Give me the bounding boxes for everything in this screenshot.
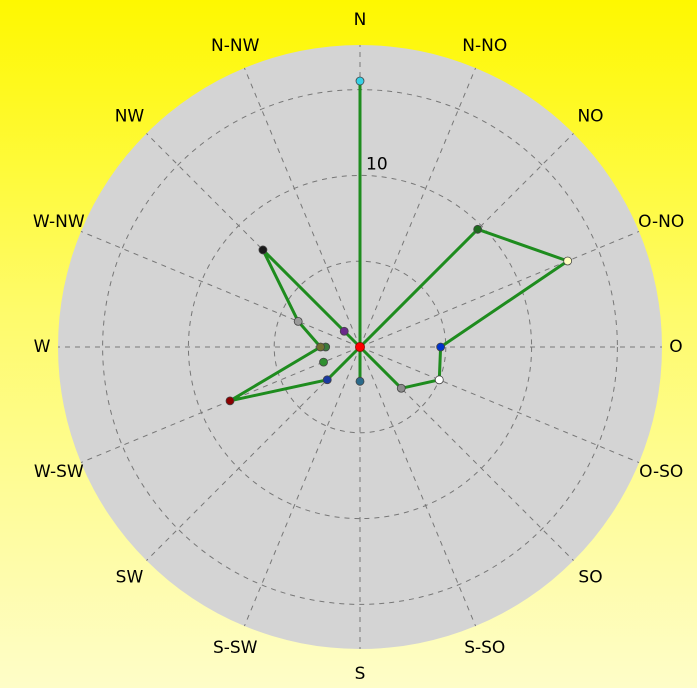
data-point-no [473,224,483,234]
direction-label-s-so: S-SO [464,638,505,658]
direction-label-o-no: O-NO [638,212,684,232]
direction-label-w-nw: W-NW [33,212,85,232]
direction-label-s: S [355,664,366,684]
spoke-s-so [359,346,477,627]
spoke-s-sw [243,346,361,627]
direction-label-n-no: N-NO [462,36,507,56]
direction-label-w: W [34,337,51,357]
direction-label-w-sw: W-SW [34,462,84,482]
data-point-w [316,342,325,352]
data-point-w-nw [293,316,303,326]
spoke-w-nw [80,230,361,348]
direction-label-o: O [669,337,682,357]
data-point-o-no [563,256,573,266]
series-wind [225,76,573,406]
direction-label-nw: NW [115,106,145,126]
data-point-s [355,376,365,386]
data-point-so [396,383,406,393]
direction-label-sw: SW [116,568,144,588]
direction-label-so: SO [578,568,602,588]
data-point-o [436,342,446,352]
direction-label-s-sw: S-SW [213,638,258,658]
center-point [355,342,365,352]
tick-label-10: 10 [366,154,388,174]
spoke-o-no [359,230,640,348]
radial-tick-labels: 10 [366,154,388,174]
spoke-n-nw [243,67,361,348]
data-point-nw [258,245,268,255]
spoke-n-no [359,67,477,348]
data-point-n [355,76,365,86]
direction-labels: N N-NO NO O-NO O O-SO SO S-SO S S-SW SW W-SW W W-NW NW… [33,10,684,684]
direction-label-o-so: O-SO [639,462,683,482]
direction-label-no: NO [577,106,603,126]
data-point-w-sw [225,396,235,406]
spoke-o-so [359,346,640,464]
extra-point-2 [319,357,328,367]
spoke-w-sw [80,346,361,464]
extra-point-3 [339,326,349,336]
data-point-o-so [434,375,444,385]
direction-label-n-nw: N-NW [211,36,260,56]
data-point-sw [322,375,332,385]
direction-label-n: N [354,10,367,30]
